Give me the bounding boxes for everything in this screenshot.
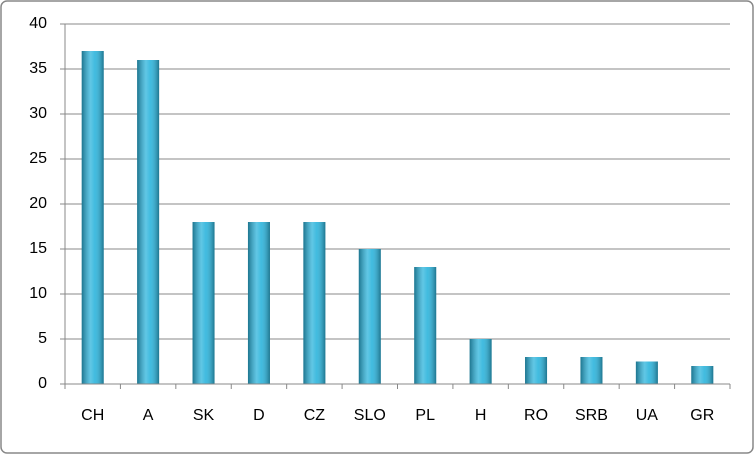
- bar-group: [469, 339, 492, 384]
- bar-group: [192, 222, 215, 384]
- bar-shade: [137, 60, 160, 384]
- y-tick-label: 25: [29, 150, 47, 167]
- y-tick-label: 40: [29, 15, 47, 32]
- y-tick-label: 10: [29, 285, 47, 302]
- bar-group: [691, 366, 714, 384]
- x-tick-label: CH: [81, 407, 104, 424]
- bar-group: [358, 249, 381, 384]
- bar-group: [635, 361, 658, 384]
- bar-shade: [635, 361, 658, 384]
- bar-group: [580, 357, 603, 384]
- bar-group: [303, 222, 326, 384]
- x-tick-label: SRB: [575, 407, 608, 424]
- y-tick-label: 30: [29, 105, 47, 122]
- bar-group: [525, 357, 548, 384]
- x-tick-label: GR: [690, 407, 714, 424]
- y-tick-label: 35: [29, 60, 47, 77]
- bar-shade: [81, 51, 104, 384]
- bar-shade: [303, 222, 326, 384]
- bar-shade: [580, 357, 603, 384]
- x-tick-label: A: [143, 407, 154, 424]
- bar-group: [137, 60, 160, 384]
- bar-group: [81, 51, 104, 384]
- bar-group: [247, 222, 270, 384]
- x-tick-label: UA: [636, 407, 659, 424]
- bar-shade: [247, 222, 270, 384]
- x-tick-label: H: [475, 407, 487, 424]
- bar-shade: [414, 267, 437, 384]
- bar-group: [414, 267, 437, 384]
- bar-shade: [192, 222, 215, 384]
- y-tick-label: 0: [38, 375, 47, 392]
- bar-shade: [358, 249, 381, 384]
- x-tick-label: CZ: [304, 407, 326, 424]
- x-tick-label: SK: [193, 407, 215, 424]
- x-tick-label: D: [253, 407, 265, 424]
- bar-shade: [525, 357, 548, 384]
- bar-shade: [691, 366, 714, 384]
- x-tick-label: PL: [415, 407, 435, 424]
- bar-shade: [469, 339, 492, 384]
- x-tick-label: SLO: [354, 407, 386, 424]
- y-tick-label: 15: [29, 240, 47, 257]
- y-tick-label: 20: [29, 195, 47, 212]
- x-tick-label: RO: [524, 407, 548, 424]
- y-tick-label: 5: [38, 330, 47, 347]
